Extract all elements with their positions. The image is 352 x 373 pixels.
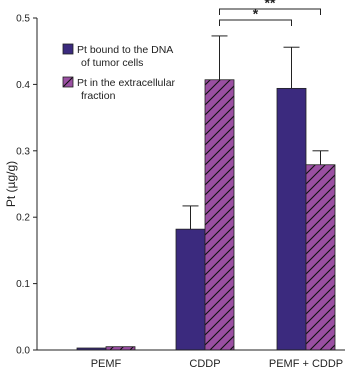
legend-swatch-solid	[62, 43, 74, 55]
significance-bracket	[219, 8, 321, 15]
bar-diagonal-hatch-cddp	[204, 79, 235, 351]
legend-label: Pt in the extracellular	[77, 77, 176, 89]
x-tick-label: CDDP	[189, 358, 220, 370]
significance-label: *	[253, 6, 259, 22]
x-tick-label: PEMF	[91, 358, 122, 370]
y-tick-label: 0.2	[16, 213, 30, 224]
y-tick-label: 0.3	[16, 146, 30, 157]
significance-bracket	[219, 19, 292, 26]
y-tick-label: 0.5	[16, 14, 30, 25]
legend-label: Pt bound to the DNA	[77, 44, 173, 56]
x-tick-label: PEMF + CDDP	[269, 358, 343, 370]
legend-label: fraction	[81, 90, 116, 102]
legend-swatch-diagonal-hatch	[62, 76, 74, 88]
bar-solid-pemf-cddp	[276, 87, 307, 351]
y-tick-label: 0.4	[16, 80, 30, 91]
legend-label: of tumor cells	[81, 57, 143, 69]
y-tick-label: 0.0	[16, 346, 30, 357]
significance-label: **	[265, 0, 276, 11]
y-axis-title: Pt (µg/g)	[4, 161, 18, 207]
bar-solid-cddp	[175, 228, 206, 351]
y-tick-label: 0.1	[16, 279, 30, 290]
bar-diagonal-hatch-pemf-cddp	[305, 164, 336, 351]
